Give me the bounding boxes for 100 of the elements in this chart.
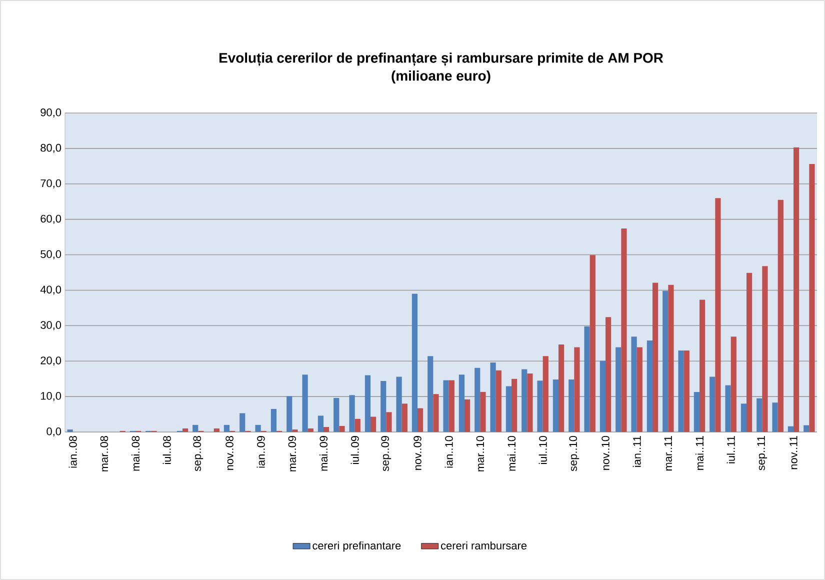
bar (668, 284, 674, 432)
bar (636, 347, 642, 432)
bar (255, 424, 261, 432)
bar (402, 404, 408, 432)
bar (631, 336, 637, 432)
x-tick-label: mai..10 (507, 436, 516, 471)
x-tick-label: nov..10 (602, 436, 610, 470)
x-tick-label: iul..09 (350, 436, 359, 464)
bar (804, 425, 810, 432)
bar (678, 350, 684, 432)
x-tick-label: mar..09 (288, 436, 296, 472)
bar (568, 380, 574, 432)
bar (412, 294, 418, 432)
bar (684, 350, 690, 432)
bar (418, 408, 424, 432)
bar (600, 360, 606, 432)
x-tick-label: iul..10 (538, 436, 547, 464)
chart-subtitle: (milioane euro) (392, 70, 490, 84)
x-tick-label: ian..09 (256, 436, 265, 468)
x-tick-label: mar..10 (476, 436, 484, 472)
bar (730, 336, 736, 432)
bar (574, 347, 580, 432)
bar (308, 428, 314, 432)
bar (349, 395, 355, 432)
x-tick-label: ian..08 (68, 436, 77, 468)
y-tick-label: 0,0 (46, 427, 62, 437)
y-tick-label: 20,0 (40, 356, 62, 366)
bar (302, 374, 308, 432)
bar (527, 374, 533, 432)
x-tick-label: iul..08 (162, 436, 171, 464)
bar (433, 394, 439, 432)
chart-title: Evoluția cererilor de prefinanțare și rambursare primite de AM POR (219, 52, 664, 66)
x-tick-label: ian..10 (444, 436, 453, 468)
x-tick-label: iul..11 (726, 436, 735, 464)
bar (324, 427, 330, 432)
bar (662, 290, 668, 432)
bar (584, 326, 590, 432)
bar (506, 386, 512, 432)
bar (182, 428, 188, 432)
bar (464, 399, 470, 432)
legend-label: cereri prefinantare (312, 541, 401, 552)
bar (552, 380, 559, 432)
x-tick-label: sep..11 (757, 436, 768, 470)
bar (512, 378, 518, 432)
bar (537, 380, 543, 432)
y-tick-label: 70,0 (40, 179, 62, 188)
bar (606, 317, 612, 432)
bar (542, 356, 548, 432)
bar (240, 413, 246, 432)
bar (715, 198, 721, 432)
y-tick-label: 30,0 (40, 321, 62, 330)
bar (788, 426, 794, 432)
bar (700, 300, 706, 432)
bar (370, 416, 376, 432)
x-tick-label: sep..10 (569, 436, 580, 472)
bar (652, 282, 658, 432)
bar (396, 376, 402, 432)
x-tick-label: mai..08 (131, 436, 140, 471)
bar (428, 356, 434, 432)
bar (318, 416, 324, 432)
bar (522, 369, 528, 432)
bar (334, 398, 340, 432)
bar (809, 164, 815, 432)
bar (443, 380, 449, 432)
x-tick-label: mar..08 (100, 436, 108, 472)
legend-label: cereri rambursare (441, 541, 527, 550)
x-tick-label: mai..09 (319, 436, 328, 471)
y-tick-label: 50,0 (40, 250, 62, 260)
bar (224, 424, 230, 432)
bar (756, 398, 762, 432)
bar (794, 147, 800, 432)
bar (354, 418, 360, 432)
bar (474, 368, 480, 432)
bar (364, 375, 371, 432)
bar (270, 408, 277, 432)
x-tick-label: ian..11 (632, 436, 641, 467)
bar (458, 374, 465, 432)
bar (772, 402, 778, 432)
bar (339, 426, 345, 432)
y-tick-label: 10,0 (40, 392, 62, 402)
x-tick-label: nov..08 (226, 436, 234, 470)
bar (490, 362, 496, 432)
bar (286, 396, 292, 432)
bar (616, 347, 622, 432)
bar (646, 340, 653, 432)
bar (558, 344, 564, 432)
x-tick-label: mar..11 (664, 436, 672, 471)
bar (496, 370, 502, 432)
y-tick-label: 60,0 (40, 214, 62, 224)
bar (380, 380, 386, 432)
bar (621, 228, 627, 432)
x-tick-label: nov..11 (790, 436, 798, 470)
bar (694, 392, 700, 432)
x-tick-label: sep..09 (381, 436, 392, 472)
bar (740, 404, 747, 432)
bar (710, 376, 716, 432)
x-tick-label: nov..09 (414, 436, 422, 470)
bar (386, 412, 392, 432)
bar (214, 428, 220, 432)
x-tick-label: mai..11 (695, 436, 704, 470)
